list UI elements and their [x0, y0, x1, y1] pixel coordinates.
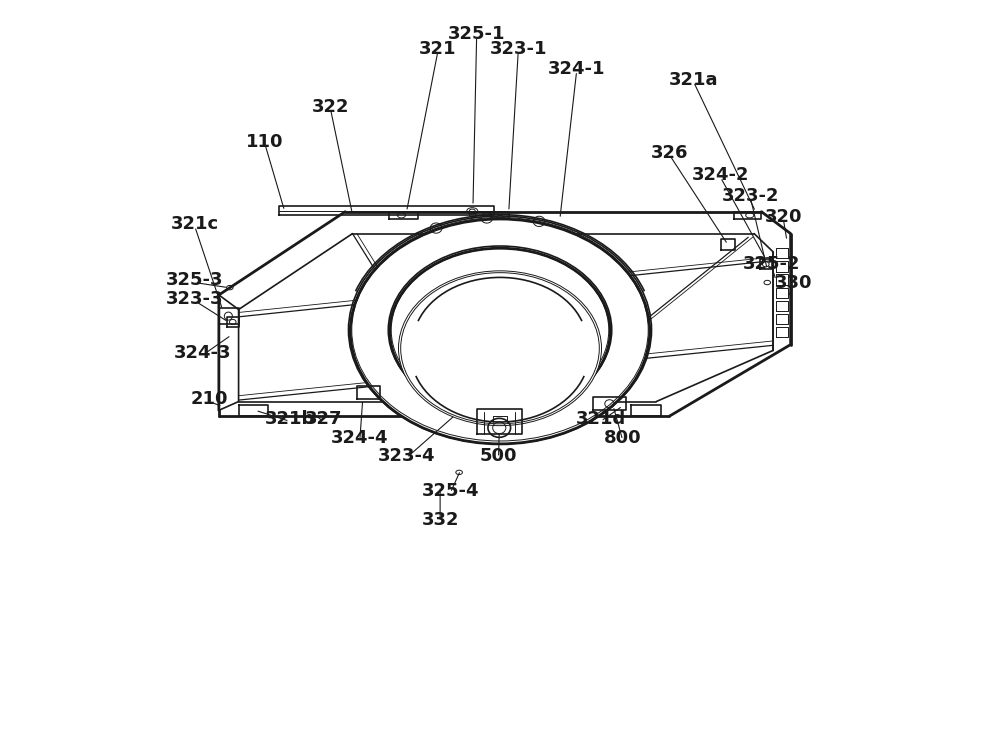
Text: 323-4: 323-4	[378, 446, 435, 465]
Text: 321: 321	[419, 40, 457, 58]
Text: 321c: 321c	[171, 215, 219, 233]
Text: 324-2: 324-2	[692, 166, 749, 184]
Text: 327: 327	[305, 410, 342, 428]
Text: 326: 326	[651, 144, 688, 161]
Text: 324-4: 324-4	[331, 429, 389, 447]
Text: 322: 322	[312, 98, 349, 117]
Text: 800: 800	[604, 429, 641, 447]
Text: 332: 332	[421, 511, 459, 528]
Ellipse shape	[398, 270, 602, 426]
Text: 324-3: 324-3	[173, 345, 231, 362]
Text: 323-1: 323-1	[490, 40, 547, 58]
Text: 325-1: 325-1	[448, 25, 505, 43]
Text: 325-3: 325-3	[166, 271, 224, 290]
Text: 721-1: 721-1	[436, 332, 494, 350]
Text: 323-3: 323-3	[166, 290, 224, 308]
Text: 110: 110	[246, 133, 284, 150]
Text: 500: 500	[480, 446, 517, 465]
Text: 330: 330	[775, 273, 812, 292]
Text: 325-4: 325-4	[422, 482, 479, 500]
Text: 321d: 321d	[576, 410, 626, 428]
Text: 321a: 321a	[669, 70, 718, 89]
Text: 321b: 321b	[265, 410, 315, 428]
Text: 721-2: 721-2	[517, 332, 574, 350]
Text: 323-2: 323-2	[722, 187, 779, 205]
Ellipse shape	[350, 219, 650, 444]
Text: 320: 320	[765, 207, 802, 226]
Text: 325-2: 325-2	[743, 255, 800, 273]
Text: 324-1: 324-1	[548, 59, 605, 78]
Text: 210: 210	[191, 391, 228, 408]
Ellipse shape	[390, 248, 610, 415]
